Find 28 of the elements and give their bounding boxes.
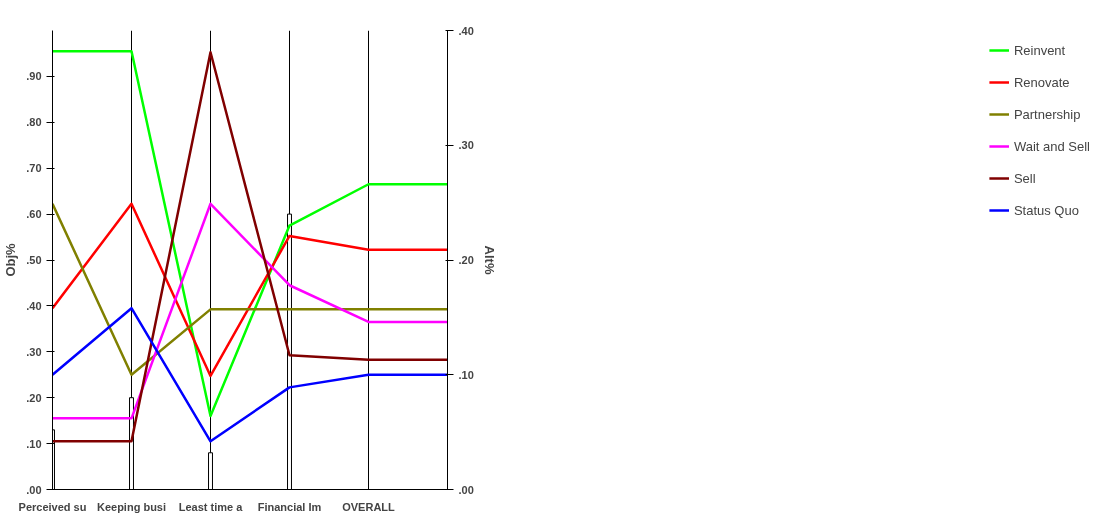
y-tick-label: .30	[26, 345, 42, 358]
legend-label: Wait and Sell	[1013, 138, 1090, 154]
x-tick-label: Least time a	[178, 500, 244, 513]
y2-axis-title: Alt%	[481, 245, 497, 275]
y-tick-label: .10	[26, 437, 42, 450]
x-tick-label: OVERALL	[342, 500, 396, 513]
legend-label: Status Quo	[1013, 202, 1079, 218]
legend-label: Sell	[1013, 170, 1036, 186]
y-tick-label: .90	[26, 70, 42, 83]
y2-tick-label: .10	[458, 368, 474, 381]
y-tick-label: .70	[26, 162, 42, 175]
y-tick-label: .60	[26, 208, 42, 221]
legend-label: Reinvent	[1013, 42, 1066, 58]
y2-tick-label: .00	[458, 483, 474, 496]
x-tick-label: Keeping busi	[96, 500, 167, 513]
y-tick-label: .80	[26, 116, 42, 129]
y-tick-label: .00	[26, 483, 42, 496]
x-tick-label: Financial Im	[257, 500, 322, 513]
y2-tick-label: .20	[458, 254, 474, 266]
y-tick-label: .40	[26, 299, 42, 312]
y-tick-label: .20	[26, 391, 42, 404]
y2-tick-label: .30	[458, 139, 474, 152]
y-axis-title: Obj%	[3, 242, 19, 277]
x-tick-label: Perceived su	[18, 500, 87, 513]
legend-label: Renovate	[1013, 74, 1070, 90]
y2-tick-label: .40	[458, 24, 474, 37]
y-tick-label: .50	[26, 254, 42, 266]
legend-label: Partnership	[1013, 106, 1081, 122]
